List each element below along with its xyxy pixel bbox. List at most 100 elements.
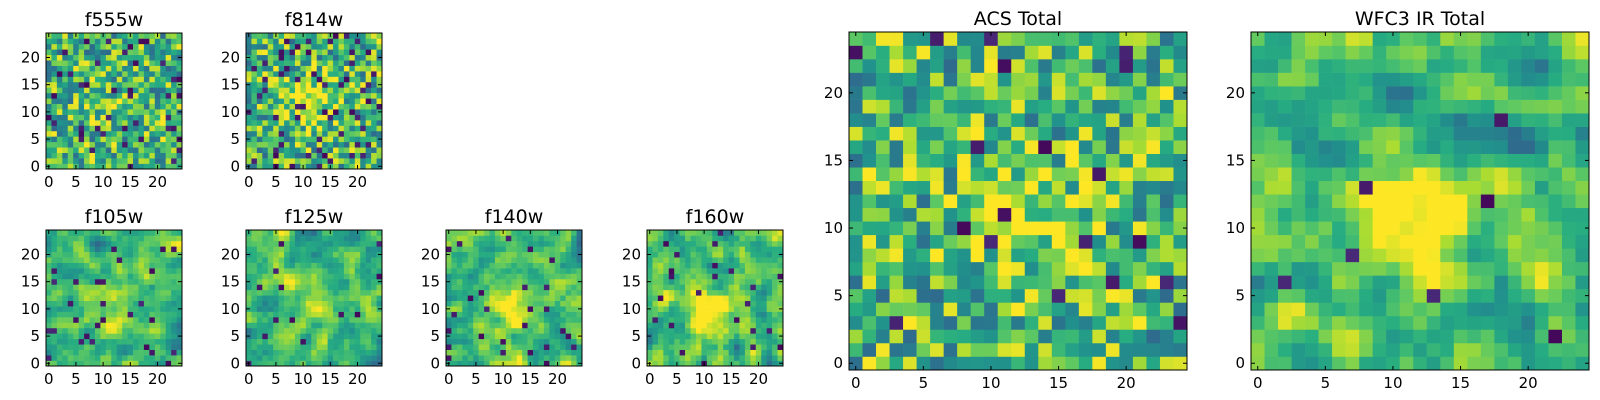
heatmap-cell [1548, 167, 1563, 182]
heatmap-cell [311, 306, 318, 312]
heatmap-cell [62, 322, 69, 329]
heatmap-cell [116, 333, 123, 340]
heatmap-cell [294, 92, 301, 99]
heatmap-cell [160, 235, 166, 242]
heatmap-cell [549, 289, 556, 296]
heatmap-cell [51, 262, 58, 269]
heatmap-cell [300, 344, 307, 350]
heatmap-cell [560, 317, 566, 323]
heatmap-cell [138, 109, 145, 115]
heatmap-cell [690, 262, 697, 269]
heatmap-cell [327, 49, 334, 56]
heatmap-cell [755, 262, 762, 269]
heatmap-cell [554, 240, 561, 247]
heatmap-cell [300, 103, 307, 110]
heatmap-cell [171, 327, 177, 334]
heatmap-cell [311, 120, 318, 126]
heatmap-cell [571, 327, 577, 334]
heatmap-cell [1159, 315, 1174, 330]
x-tick-label: 10 [294, 173, 313, 191]
heatmap-cell [116, 230, 123, 236]
heatmap-cell [739, 355, 746, 361]
heatmap-cell [73, 349, 79, 356]
heatmap-cell [256, 311, 263, 318]
y-tick-label: 15 [824, 151, 843, 169]
heatmap-cell [278, 295, 285, 302]
heatmap-cell [84, 152, 90, 159]
heatmap-cell [284, 71, 290, 77]
heatmap-cell [1386, 248, 1401, 263]
heatmap-cell [171, 125, 177, 132]
heatmap-cell [1264, 153, 1279, 168]
heatmap-cell [116, 60, 123, 66]
heatmap-cell [728, 284, 735, 291]
heatmap-cell [165, 262, 172, 269]
heatmap-cell [533, 333, 539, 340]
heatmap-cell [511, 251, 518, 258]
heatmap-cell [516, 338, 523, 345]
heatmap-cell [333, 355, 339, 361]
heatmap-cell [251, 103, 258, 110]
heatmap-cell [262, 344, 269, 350]
heatmap-cell [1413, 315, 1428, 330]
heatmap-cell [62, 327, 69, 334]
heatmap-cell [723, 289, 729, 296]
heatmap-cell [251, 98, 258, 105]
heatmap-cell [549, 306, 556, 312]
heatmap-cell [176, 273, 183, 280]
heatmap-cell [316, 344, 323, 350]
heatmap-cell [484, 360, 490, 367]
heatmap-cell [943, 275, 958, 290]
heatmap-cell [484, 317, 490, 323]
heatmap-cell [1399, 275, 1414, 290]
heatmap-cell [154, 43, 161, 50]
heatmap-cell [862, 207, 877, 222]
heatmap-cell [84, 355, 90, 361]
heatmap-cell [349, 141, 356, 148]
heatmap-cell [165, 322, 172, 329]
heatmap-cell [371, 163, 377, 170]
heatmap-cell [1078, 113, 1093, 127]
heatmap-cell [365, 327, 372, 334]
heatmap-cell [1561, 207, 1576, 222]
heatmap-cell [251, 38, 258, 45]
heatmap-cell [462, 235, 469, 242]
heatmap-cell [1507, 221, 1522, 236]
heatmap-cell [333, 147, 339, 153]
heatmap-cell [744, 360, 751, 367]
heatmap-cell [116, 278, 123, 285]
heatmap-cell [138, 230, 145, 236]
heatmap-cell [94, 251, 101, 258]
heatmap-cell [62, 268, 69, 274]
heatmap-cell [516, 273, 523, 280]
heatmap-cell [251, 295, 258, 302]
heatmap-cell [1051, 234, 1066, 249]
heatmap-cell [657, 311, 664, 318]
heatmap-cell [89, 344, 96, 350]
heatmap-cell [1318, 342, 1333, 357]
heatmap-cell [127, 311, 134, 318]
heatmap-cell [338, 92, 345, 99]
heatmap-cell [755, 289, 762, 296]
heatmap-cell [1092, 288, 1107, 303]
heatmap-cell [176, 120, 183, 126]
heatmap-cell [849, 261, 863, 276]
heatmap-cell [273, 38, 279, 45]
heatmap-cell [766, 322, 773, 329]
y-tick-label: 10 [824, 219, 843, 237]
y-tick-label: 5 [833, 287, 843, 305]
heatmap-cell [1521, 207, 1536, 222]
heatmap-cell [1467, 329, 1482, 344]
heatmap-cell [668, 322, 675, 329]
heatmap-cell [62, 284, 69, 291]
heatmap-cell [300, 257, 307, 263]
heatmap-cell [322, 327, 328, 334]
heatmap-cell [289, 163, 296, 170]
heatmap-cell [160, 38, 166, 45]
heatmap-cell [728, 278, 735, 285]
heatmap-cell [278, 76, 285, 83]
heatmap-cell [360, 268, 366, 274]
heatmap-cell [744, 246, 751, 253]
heatmap-cell [889, 356, 904, 371]
heatmap-cell [89, 327, 96, 334]
